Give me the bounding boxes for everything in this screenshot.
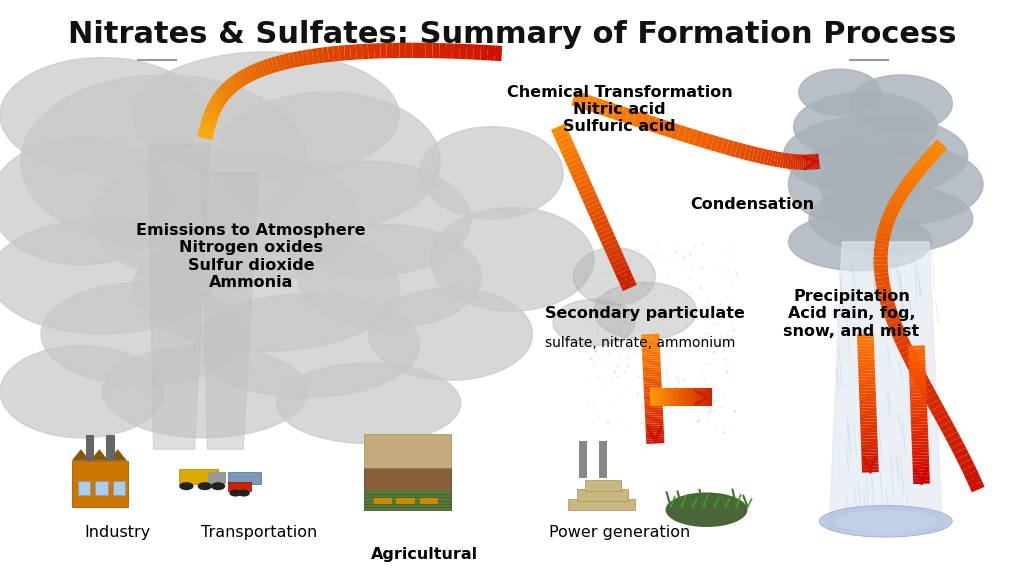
Text: Power generation: Power generation: [549, 525, 690, 540]
Ellipse shape: [133, 52, 399, 179]
Text: Secondary particulate: Secondary particulate: [545, 306, 744, 321]
FancyBboxPatch shape: [364, 490, 451, 510]
FancyBboxPatch shape: [579, 441, 587, 478]
Text: Agricultural: Agricultural: [372, 547, 478, 562]
FancyBboxPatch shape: [568, 499, 635, 510]
Circle shape: [211, 482, 225, 490]
Polygon shape: [203, 173, 258, 449]
Ellipse shape: [799, 69, 881, 115]
Ellipse shape: [41, 282, 246, 386]
Ellipse shape: [788, 213, 932, 271]
Text: Chemical Transformation
Nitric acid
Sulfuric acid: Chemical Transformation Nitric acid Sulf…: [507, 85, 732, 134]
Ellipse shape: [0, 346, 164, 438]
Ellipse shape: [430, 207, 594, 311]
Ellipse shape: [0, 58, 205, 173]
FancyBboxPatch shape: [78, 481, 90, 495]
Text: Emissions to Atmosphere
Nitrogen oxides
Sulfur dioxide
Ammonia: Emissions to Atmosphere Nitrogen oxides …: [136, 223, 366, 290]
Ellipse shape: [0, 219, 215, 334]
FancyBboxPatch shape: [95, 481, 108, 495]
Circle shape: [229, 490, 242, 497]
FancyBboxPatch shape: [374, 498, 392, 504]
Polygon shape: [829, 242, 942, 530]
Text: Precipitation
Acid rain, fog,
snow, and mist: Precipitation Acid rain, fog, snow, and …: [783, 289, 920, 339]
FancyBboxPatch shape: [86, 435, 94, 461]
Ellipse shape: [133, 225, 399, 351]
FancyBboxPatch shape: [228, 472, 261, 484]
FancyBboxPatch shape: [113, 481, 125, 495]
Polygon shape: [72, 449, 90, 461]
FancyBboxPatch shape: [179, 469, 218, 484]
Circle shape: [238, 490, 250, 497]
FancyBboxPatch shape: [364, 434, 451, 468]
FancyBboxPatch shape: [577, 490, 628, 501]
Ellipse shape: [92, 150, 358, 288]
Ellipse shape: [215, 92, 440, 230]
Ellipse shape: [788, 144, 911, 225]
Text: Nitrates & Sulfates: Summary of Formation Process: Nitrates & Sulfates: Summary of Formatio…: [68, 20, 956, 49]
FancyBboxPatch shape: [364, 468, 451, 510]
Ellipse shape: [666, 492, 748, 527]
Text: sulfate, nitrate, ammonium: sulfate, nitrate, ammonium: [545, 336, 735, 350]
FancyBboxPatch shape: [585, 480, 621, 491]
Polygon shape: [90, 449, 109, 461]
FancyBboxPatch shape: [599, 441, 607, 478]
Ellipse shape: [594, 282, 696, 340]
Text: Industry: Industry: [85, 525, 151, 540]
Polygon shape: [148, 144, 210, 449]
FancyBboxPatch shape: [106, 435, 115, 461]
Ellipse shape: [553, 300, 635, 346]
Ellipse shape: [783, 115, 968, 196]
Ellipse shape: [809, 184, 973, 253]
Ellipse shape: [835, 510, 937, 533]
Ellipse shape: [794, 92, 937, 161]
FancyBboxPatch shape: [228, 482, 251, 491]
FancyBboxPatch shape: [364, 434, 451, 468]
Ellipse shape: [266, 161, 471, 276]
Polygon shape: [109, 449, 127, 461]
Ellipse shape: [573, 248, 655, 305]
FancyBboxPatch shape: [396, 498, 415, 504]
Ellipse shape: [369, 288, 532, 380]
FancyBboxPatch shape: [208, 472, 226, 484]
Ellipse shape: [819, 506, 952, 537]
Ellipse shape: [850, 75, 952, 132]
Ellipse shape: [297, 225, 481, 328]
Ellipse shape: [0, 138, 174, 265]
Ellipse shape: [420, 127, 563, 219]
Circle shape: [198, 482, 212, 490]
Ellipse shape: [276, 363, 461, 444]
FancyBboxPatch shape: [420, 498, 438, 504]
Ellipse shape: [20, 75, 307, 248]
Ellipse shape: [195, 294, 420, 397]
Ellipse shape: [102, 346, 307, 438]
Ellipse shape: [819, 144, 983, 225]
FancyBboxPatch shape: [72, 461, 128, 507]
Circle shape: [179, 482, 194, 490]
Text: Condensation: Condensation: [690, 197, 815, 212]
Text: Transportation: Transportation: [201, 525, 317, 540]
